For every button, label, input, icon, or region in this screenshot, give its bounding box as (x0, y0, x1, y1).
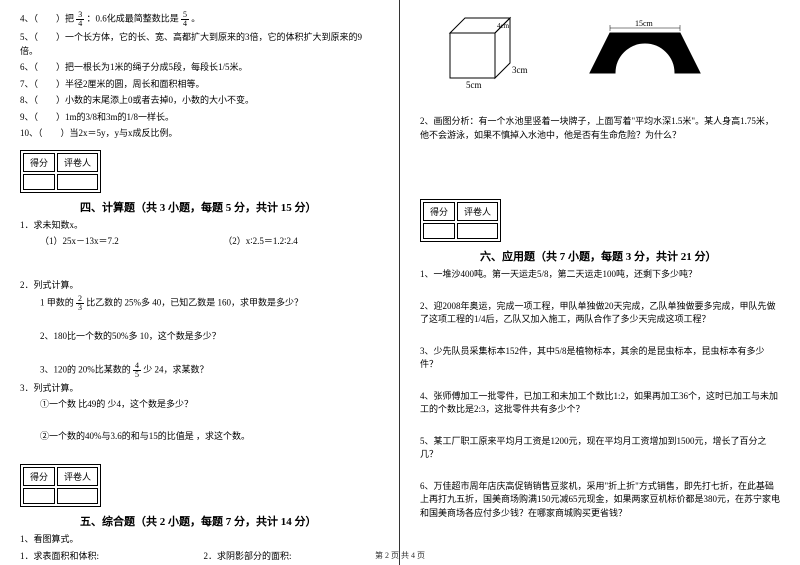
reviewer-header: 评卷人 (57, 153, 98, 172)
s4-2-3b: 少 24，求某数？ (143, 364, 208, 374)
s4-2-3a: 3、120的 20%比某数的 (40, 364, 131, 374)
s4-2-1-frac: 23 (76, 295, 84, 312)
q7: 7、（ ）半径2厘米的圆，周长和面积相等。 (20, 78, 379, 92)
score-box-sec6: 得分评卷人 (420, 199, 501, 242)
s4-2-1a: 1 甲数的 (40, 298, 74, 308)
s4-3b: ②一个数的40%与3.6的和与15的比值是 ，求这个数。 (40, 430, 379, 444)
s4-1-sub: （1）25x－13x＝7.2 （2）x∶2.5＝1.2∶2.4 (40, 235, 379, 249)
cube-d: 3cm (512, 65, 528, 75)
sec5-title: 五、综合题（共 2 小题，每题 7 分，共计 14 分） (80, 513, 379, 529)
arch-w: 15cm (635, 19, 654, 28)
s4-2-1: 1 甲数的 23 比乙数的 25%多 40，已知乙数是 160，求甲数是多少？ (40, 295, 379, 312)
cube-w: 5cm (466, 80, 482, 88)
page-footer: 第 2 页 共 4 页 (0, 550, 800, 561)
q4-frac2: 54 (181, 11, 189, 28)
arch-figure: 15cm (580, 18, 710, 88)
q6: 6、（ ）把一根长为1米的绳子分成5段，每段长1/5米。 (20, 61, 379, 75)
s6-3: 3、少先队员采集标本152件，其中5/8是植物标本，其余的是昆虫标本，昆虫标本有… (420, 345, 780, 372)
left-column: 4、（ ）把 34 ：0.6化成最简整数比是 54 。 5、（ ）一个长方体，它… (0, 0, 400, 565)
sec4-title: 四、计算题（共 3 小题，每题 5 分，共计 15 分） (80, 199, 379, 215)
q4-text: 4、（ ）把 (20, 14, 74, 24)
reviewer-header: 评卷人 (57, 467, 98, 486)
right-column: 5cm 3cm 4cm 15cm 2、画图分析：有一个水池里竖着一块牌子，上面写… (400, 0, 800, 565)
s6-2: 2、迎2008年奥运，完成一项工程，甲队单独做20天完成，乙队单独做要多完成，甲… (420, 300, 780, 327)
s4-1b: （2）x∶2.5＝1.2∶2.4 (223, 236, 297, 246)
s4-2-3: 3、120的 20%比某数的 45 少 24，求某数？ (40, 362, 379, 379)
s4-2-3-frac: 45 (133, 362, 141, 379)
q9: 9、（ ）1m的3/8和3m的1/8一样长。 (20, 111, 379, 125)
s4-2-1b: 比乙数的 25%多 40，已知乙数是 160，求甲数是多少？ (86, 298, 303, 308)
s4-3a: ①一个数 比49的 少4，这个数是多少？ (40, 398, 379, 412)
score-header: 得分 (23, 467, 55, 486)
reviewer-header: 评卷人 (457, 202, 498, 221)
s4-2-2: 2、180比一个数的50%多 10，这个数是多少？ (40, 330, 379, 344)
cube-figure: 5cm 3cm 4cm (440, 8, 540, 88)
s6-1: 1、一堆沙400吨。第一天运走5/8，第二天运走100吨，还剩下多少吨？ (420, 268, 780, 282)
s4-2: 2．列式计算。 (20, 279, 379, 293)
s4-1: 1．求未知数x。 (20, 219, 379, 233)
q4-frac1: 34 (76, 11, 84, 28)
q4: 4、（ ）把 34 ：0.6化成最简整数比是 54 。 (20, 11, 379, 28)
q8: 8、（ ）小数的末尾添上0或者去掉0，小数的大小不变。 (20, 94, 379, 108)
cube-h: 4cm (497, 22, 510, 30)
score-header: 得分 (423, 202, 455, 221)
sec6-title: 六、应用题（共 7 小题，每题 3 分，共计 21 分） (480, 248, 780, 264)
score-box-sec5: 得分评卷人 (20, 464, 101, 507)
s4-3: 3．列式计算。 (20, 382, 379, 396)
q4-mid: ：0.6化成最简整数比是 (87, 14, 179, 24)
q10: 10、（ ）当2x＝5y，y与x成反比例。 (20, 127, 379, 141)
score-header: 得分 (23, 153, 55, 172)
score-box-sec4: 得分评卷人 (20, 150, 101, 193)
s6-4: 4、张师傅加工一批零件，已加工和未加工个数比1:2，如果再加工36个，这时已加工… (420, 390, 780, 417)
s5-2: 2、画图分析：有一个水池里竖着一块牌子，上面写着"平均水深1.5米"。某人身高1… (420, 115, 780, 142)
q4-suffix: 。 (191, 14, 200, 24)
s6-6: 6、万佳超市周年店庆高促销销售豆浆机，采用"折上折"方式销售，即先打七折，在此基… (420, 480, 780, 521)
s6-5: 5、某工厂职工原来平均月工资是1200元，现在平均月工资增加到1500元，增长了… (420, 435, 780, 462)
s4-1a: （1）25x－13x＝7.2 (40, 236, 119, 246)
s5-1: 1、看图算式。 (20, 533, 379, 547)
q5: 5、（ ）一个长方体，它的长、宽、高都扩大到原来的3倍，它的体积扩大到原来的9倍… (20, 31, 379, 58)
figure-row: 5cm 3cm 4cm 15cm (420, 8, 780, 88)
